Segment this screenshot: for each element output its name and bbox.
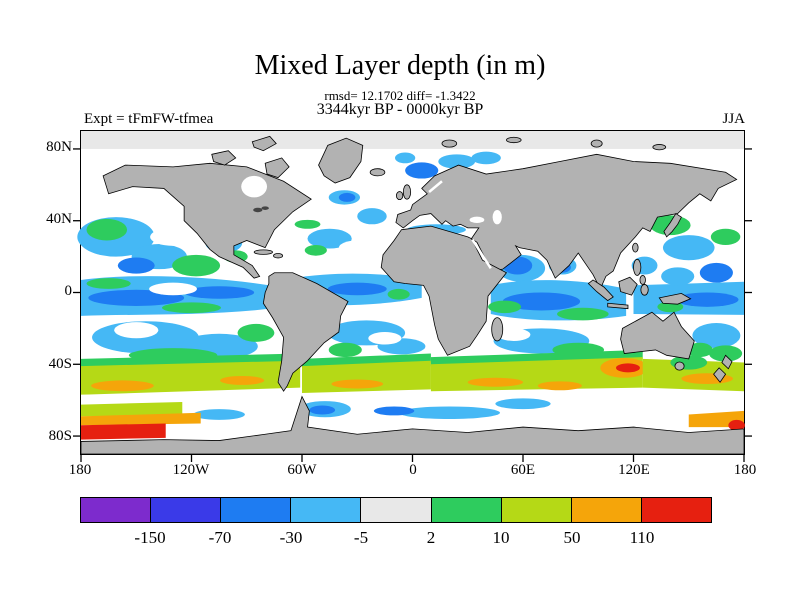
x-tick-120w: 120W xyxy=(172,462,210,478)
colorbar-segment-1 xyxy=(80,497,152,523)
inland-water-layer xyxy=(241,175,502,269)
colorbar-segment-2 xyxy=(150,497,222,523)
stats-line: rmsd= 12.1702 diff= -1.3422 xyxy=(324,88,476,103)
season-label: JJA xyxy=(722,111,745,127)
island-tasmania xyxy=(675,362,684,370)
y-tick-80N: 80N xyxy=(46,139,72,155)
island-new-siberian xyxy=(653,144,666,149)
island-severnaya-zemlya xyxy=(591,140,602,147)
colorbar-segment-4 xyxy=(290,497,362,523)
colorbar-label-m70: -70 xyxy=(208,528,232,547)
island-java xyxy=(608,303,628,308)
y-tick-40S: 40S xyxy=(48,356,72,372)
x-tick-60w: 60W xyxy=(287,462,317,478)
experiment-label: Expt = tFmFW-tfmea xyxy=(84,111,214,127)
island-sumatra xyxy=(588,280,613,301)
island-baffin xyxy=(265,158,289,178)
caspian-sea xyxy=(492,209,502,225)
island-ellesmere xyxy=(252,136,276,150)
colorbar-segment-6 xyxy=(430,497,502,523)
y-tick-40N: 40N xyxy=(46,211,72,227)
colorbar-label-m5: -5 xyxy=(353,528,369,547)
continent-antarctica xyxy=(81,397,744,454)
x-tick-120e: 120E xyxy=(618,462,650,478)
black-sea xyxy=(469,216,485,223)
island-new-zealand-north xyxy=(722,355,732,368)
island-cuba xyxy=(254,250,272,254)
colorbar-label-10: 10 xyxy=(492,528,510,547)
island-sulawesi xyxy=(641,284,648,295)
great-lakes-east xyxy=(261,206,269,210)
island-iceland xyxy=(370,169,385,176)
red-sea xyxy=(472,240,490,269)
colorbar-label-m150: -150 xyxy=(134,528,166,547)
island-taiwan xyxy=(633,243,639,252)
island-new-guinea xyxy=(659,293,690,304)
island-franz-josef xyxy=(506,137,521,142)
island-philippines-north xyxy=(634,259,641,275)
colorbar-segment-9 xyxy=(640,497,712,523)
x-tick-180w: 180 xyxy=(68,462,92,478)
colorbar-segment-8 xyxy=(570,497,642,523)
colorbar-segment-3 xyxy=(220,497,292,523)
hudson-bay xyxy=(241,175,268,198)
island-madagascar xyxy=(492,318,503,341)
colorbar-label-2: 2 xyxy=(426,528,436,547)
colorbar xyxy=(80,497,712,523)
island-japan xyxy=(664,214,681,237)
y-tick-80S: 80S xyxy=(48,428,72,444)
period-subtitle: 3344kyr BP - 0000kyr BP xyxy=(316,101,484,118)
great-lakes xyxy=(253,207,263,213)
island-new-zealand-south xyxy=(714,368,726,382)
continent-greenland xyxy=(319,138,363,183)
world-map-svg xyxy=(81,131,744,454)
island-victoria xyxy=(212,151,236,165)
anomaly-data-layer xyxy=(77,131,745,440)
island-great-britain xyxy=(403,185,410,199)
island-svalbard xyxy=(442,140,457,147)
axis-tick-marks xyxy=(73,149,752,462)
colorbar-label-m30: -30 xyxy=(279,528,303,547)
island-hispaniola xyxy=(273,253,282,257)
colorbar-label-110: 110 xyxy=(629,528,655,547)
page-title: Mixed Layer depth (in m) xyxy=(254,50,546,81)
continent-south-america xyxy=(263,273,348,391)
baltic-sea xyxy=(429,181,442,192)
y-tick-0: 0 xyxy=(64,283,73,299)
world-map-plot xyxy=(80,130,745,455)
x-tick-0: 0 xyxy=(409,462,417,478)
island-philippines-south xyxy=(640,275,646,284)
island-borneo xyxy=(619,277,637,295)
colorbar-segment-7 xyxy=(500,497,572,523)
continents-layer xyxy=(81,136,744,454)
colorbar-label-50: 50 xyxy=(563,528,581,547)
x-tick-60e: 60E xyxy=(510,462,536,478)
x-tick-180e: 180 xyxy=(733,462,757,478)
colorbar-segment-5 xyxy=(360,497,432,523)
continent-australia xyxy=(621,312,695,359)
island-ireland xyxy=(396,192,402,200)
continent-eurasia xyxy=(396,154,737,289)
